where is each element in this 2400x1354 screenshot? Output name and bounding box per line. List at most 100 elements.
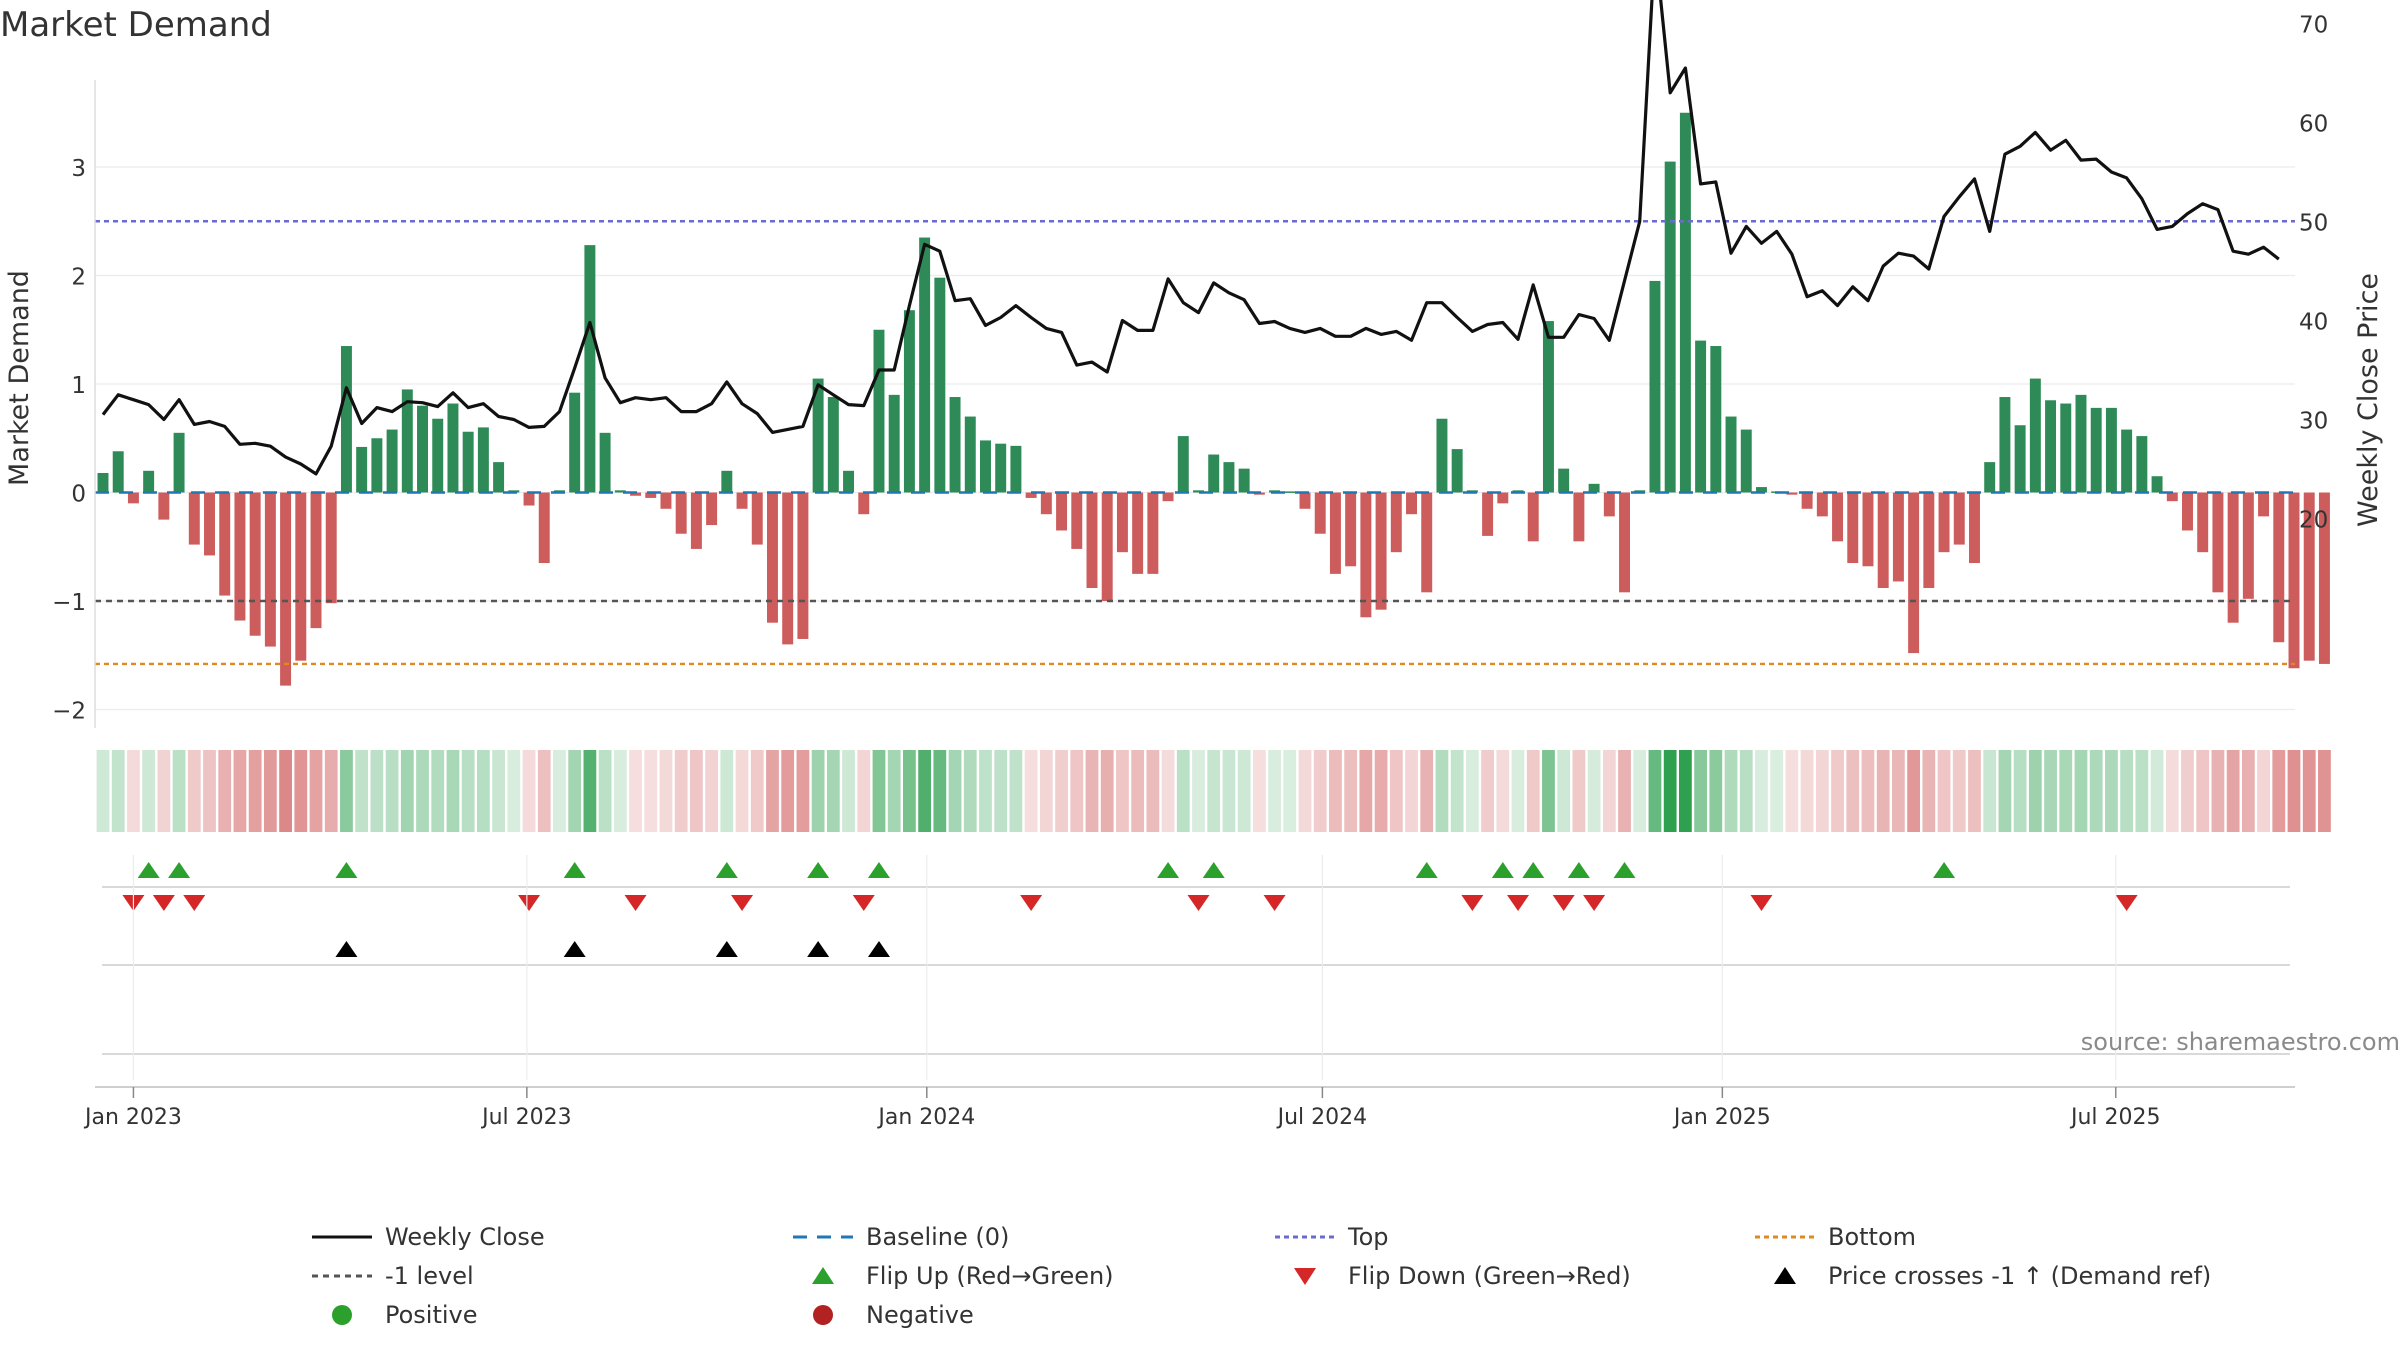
heat-cell (1892, 750, 1905, 832)
demand-bar (797, 492, 809, 639)
heat-cell (1192, 750, 1205, 832)
heat-cell (568, 750, 582, 832)
demand-bar (386, 429, 398, 493)
heat-cell (172, 750, 186, 832)
y-tick-label: −2 (52, 699, 86, 725)
heat-cell (1633, 750, 1647, 832)
demand-bar (645, 492, 657, 498)
flip-down-marker (183, 895, 206, 911)
demand-bar (934, 277, 946, 493)
legend-green-up-triangle (812, 1267, 834, 1284)
flip-up-marker (1613, 862, 1636, 878)
demand-bar (584, 245, 596, 493)
heat-cell (1465, 750, 1479, 832)
demand-bar (919, 237, 931, 493)
heat-cell (1724, 750, 1738, 832)
heat-cell (2272, 750, 2286, 832)
demand-bar (721, 470, 733, 493)
heat-cell (1268, 750, 1281, 832)
heat-cell (1176, 750, 1190, 832)
heat-cell (537, 750, 551, 832)
heat-cell (2302, 750, 2316, 832)
heat-cell (279, 750, 292, 832)
reference-lines (95, 220, 2295, 666)
demand-bar (1755, 487, 1767, 493)
legend-label: Weekly Close (385, 1223, 545, 1251)
demand-bar (995, 443, 1007, 493)
flip-down-marker (1507, 895, 1530, 911)
heat-cell (446, 750, 460, 832)
demand-bar (2318, 492, 2330, 664)
legend-red-dot (813, 1305, 833, 1325)
flip-down-marker (518, 895, 541, 911)
flip-up-marker (1415, 862, 1438, 878)
demand-bar (1406, 492, 1417, 515)
demand-bar (1664, 161, 1676, 493)
heat-cell (2241, 750, 2255, 832)
y2-tick-label: 30 (2299, 409, 2328, 435)
heat-cell (1952, 750, 1966, 832)
heat-cell (598, 750, 612, 832)
flip-up-marker (1567, 862, 1590, 878)
price-cross-marker (335, 941, 358, 957)
demand-bar (1314, 492, 1326, 534)
heat-cell (1572, 750, 1586, 832)
demand-bar (2151, 476, 2163, 493)
heat-cell (385, 750, 399, 832)
legend-label: Price crosses -1 ↑ (Demand ref) (1828, 1262, 2211, 1290)
heat-cell (933, 750, 947, 832)
demand-bar (173, 432, 185, 493)
page-title: Market Demand (0, 5, 272, 45)
heat-cell (1055, 750, 1068, 832)
demand-bar (2029, 378, 2041, 493)
demand-bar (2273, 492, 2285, 643)
demand-bar (1725, 416, 1737, 493)
demand-bar (249, 492, 261, 636)
heat-cell (1770, 750, 1784, 832)
legend-black-up-triangle (1774, 1267, 1796, 1284)
signal-markers (102, 862, 2290, 1055)
heat-cell (1678, 750, 1692, 832)
heat-cell (2105, 750, 2118, 832)
y-tick-label: 3 (71, 156, 86, 182)
weekly-close-series (101, 0, 2280, 476)
demand-bar (234, 492, 246, 621)
demand-bar (599, 432, 611, 493)
demand-bar (417, 405, 428, 493)
demand-bar (812, 378, 824, 493)
heat-cell (1785, 750, 1799, 832)
heat-cell (1937, 750, 1951, 832)
heat-cell (781, 750, 795, 832)
demand-bar (2182, 492, 2193, 531)
demand-bar (1984, 462, 1996, 493)
heat-cell (842, 750, 855, 832)
demand-bar (264, 492, 276, 647)
demand-bar (1558, 468, 1570, 493)
x-tick-label: Jan 2023 (83, 1105, 182, 1130)
heat-cell (187, 750, 201, 832)
price-cross-marker (715, 941, 738, 957)
price-cross-marker (807, 941, 830, 957)
demand-bar (1421, 492, 1433, 593)
demand-bar (462, 431, 474, 493)
heat-cell (1694, 750, 1707, 832)
flip-down-marker (1750, 895, 1773, 911)
heat-cell (492, 750, 505, 832)
heat-cell (1542, 750, 1555, 832)
heat-cell (1039, 750, 1053, 832)
demand-bar (569, 392, 581, 493)
demand-bar (1223, 462, 1235, 493)
flip-down-marker (152, 895, 175, 911)
heat-cell (1298, 750, 1312, 832)
heat-cell (1587, 750, 1601, 832)
heat-cell (416, 750, 429, 832)
heat-cell (1618, 750, 1631, 832)
flip-down-marker (624, 895, 647, 911)
heat-cell (111, 750, 125, 832)
heat-cell (96, 750, 110, 832)
y-tick-label: 0 (71, 482, 86, 508)
heat-cell (1876, 750, 1890, 832)
flip-up-marker (137, 862, 160, 878)
heat-cell (2211, 750, 2225, 832)
